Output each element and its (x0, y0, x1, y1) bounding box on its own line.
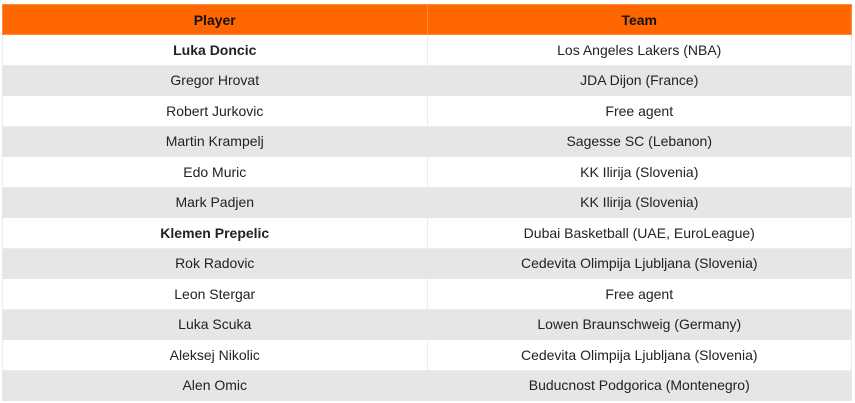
player-cell: Aleksej Nikolic (2, 339, 428, 371)
table-row: Aleksej Nikolic Cedevita Olimpija Ljublja… (2, 339, 852, 371)
header-cell: Team (426, 4, 852, 35)
team-cell: Los Angeles Lakers (NBA) (426, 34, 852, 66)
team-cell: Cedevita Olimpija Ljubljana (Slovenia) (426, 339, 852, 371)
player-cell: Luka Doncic (2, 34, 428, 66)
table-row: Robert Jurkovic Free agent (2, 95, 852, 127)
player-cell: Luka Scuka (2, 308, 428, 340)
header-row: Player Team (2, 4, 852, 35)
team-cell: KK Ilirija (Slovenia) (426, 186, 852, 218)
player-cell: Martin Krampelj (2, 125, 428, 157)
player-cell: Alen Omic (2, 369, 428, 401)
table-row: Leon Stergar Free agent (2, 278, 852, 310)
player-cell: Klemen Prepelic (2, 217, 428, 249)
table-row: Klemen Prepelic Dubai Basketball (UAE, Eu… (2, 217, 852, 249)
table-row: Alen Omic Buducnost Podgorica (Montenegro… (2, 369, 852, 401)
team-cell: Free agent (426, 95, 852, 127)
team-cell: Free agent (426, 278, 852, 310)
team-cell: Dubai Basketball (UAE, EuroLeague) (426, 217, 852, 249)
team-cell: Sagesse SC (Lebanon) (426, 125, 852, 157)
player-cell: Mark Padjen (2, 186, 428, 218)
player-cell: Leon Stergar (2, 278, 428, 310)
player-cell: Edo Muric (2, 156, 428, 188)
table-header: Player Team (2, 4, 852, 35)
table-row: Luka Doncic Los Angeles Lakers (NBA) (2, 34, 852, 66)
table-row: Rok Radovic Cedevita Olimpija Ljubljana (… (2, 247, 852, 279)
table-row: Luka Scuka Lowen Braunschweig (Germany) (2, 308, 852, 340)
team-cell: Buducnost Podgorica (Montenegro) (426, 369, 852, 401)
player-cell: Robert Jurkovic (2, 95, 428, 127)
player-cell: Gregor Hrovat (2, 64, 428, 96)
player-cell: Rok Radovic (2, 247, 428, 279)
table-row: Gregor Hrovat JDA Dijon (France) (2, 64, 852, 96)
table-body: Luka Doncic Los Angeles Lakers (NBA) Grego… (2, 34, 852, 401)
table-row: Mark Padjen KK Ilirija (Slovenia) (2, 186, 852, 218)
team-cell: JDA Dijon (France) (426, 64, 852, 96)
team-cell: Cedevita Olimpija Ljubljana (Slovenia) (426, 247, 852, 279)
header-cell: Player (2, 4, 428, 35)
players-table: Player Team Luka Doncic Los Angeles Laker… (2, 4, 852, 401)
team-cell: KK Ilirija (Slovenia) (426, 156, 852, 188)
table-row: Edo Muric KK Ilirija (Slovenia) (2, 156, 852, 188)
table-row: Martin Krampelj Sagesse SC (Lebanon) (2, 125, 852, 157)
team-cell: Lowen Braunschweig (Germany) (426, 308, 852, 340)
